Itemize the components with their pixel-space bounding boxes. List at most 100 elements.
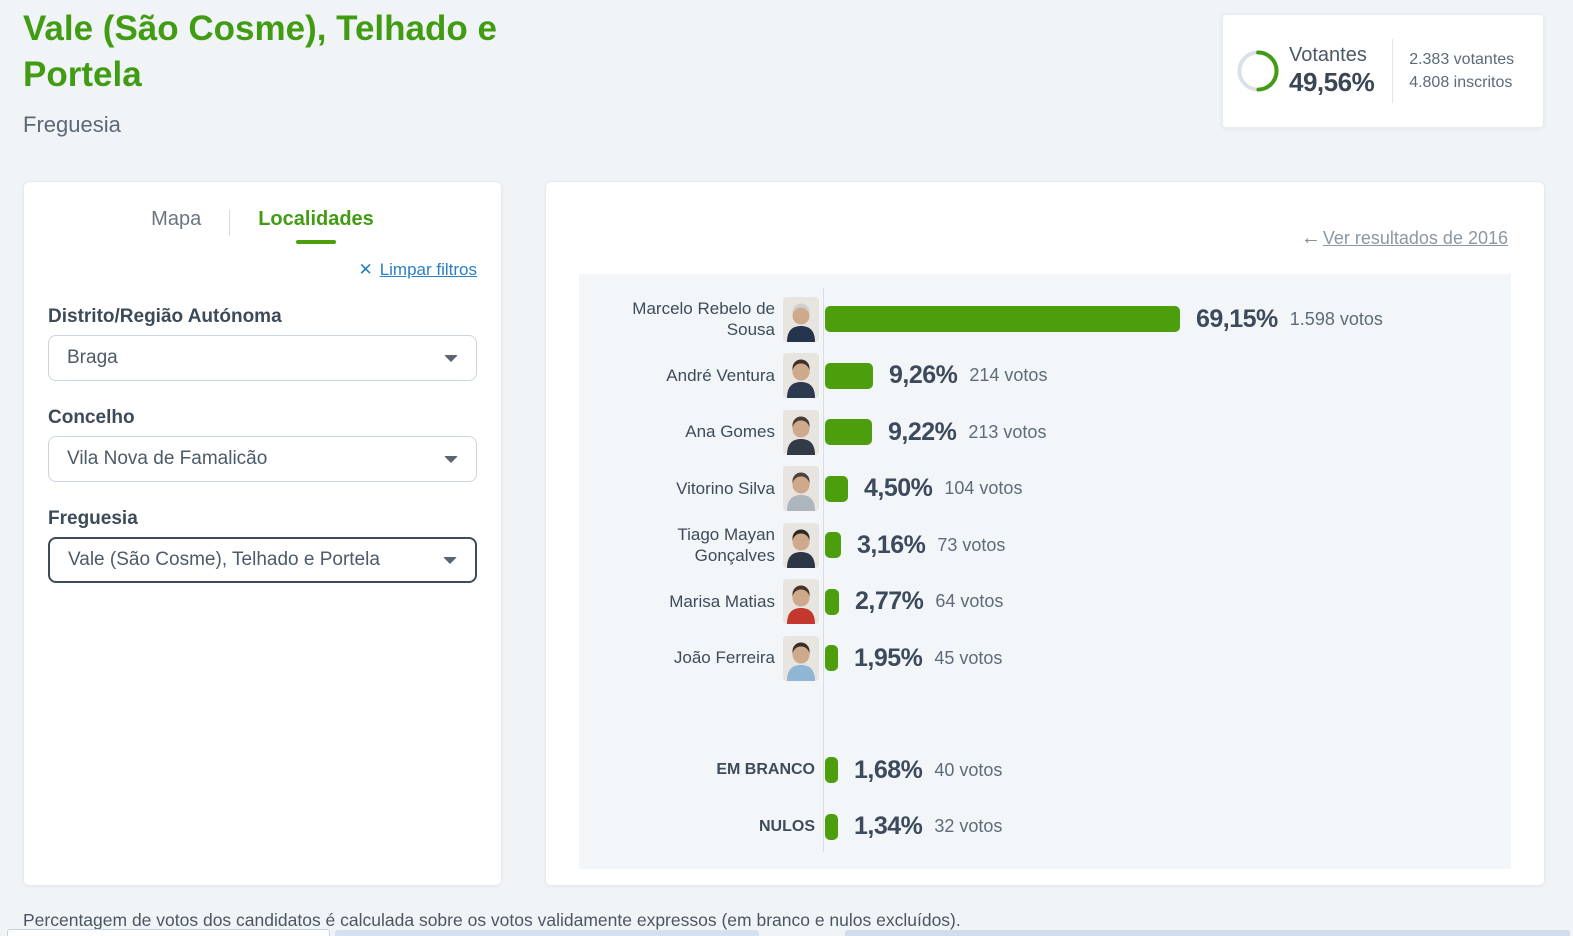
result-votes: 64 votos bbox=[935, 591, 1004, 611]
person-icon bbox=[783, 353, 819, 398]
results-panel: ← Ver resultados de 2016 Marcelo Rebelo d… bbox=[545, 181, 1545, 886]
turnout-registered: 4.808 inscritos bbox=[1409, 74, 1513, 91]
result-bar bbox=[825, 757, 838, 783]
candidate-row: Ana Gomes 9,22% 213 votos bbox=[579, 409, 1511, 455]
page-title: Vale (São Cosme), Telhado e Portela bbox=[23, 9, 497, 95]
field-freguesia: Freguesia Vale (São Cosme), Telhado e Po… bbox=[48, 508, 477, 583]
result-bar bbox=[825, 475, 848, 502]
results-bar-chart: Marcelo Rebelo de Sousa 69,15% 1.598 vot… bbox=[579, 274, 1511, 869]
result-bar bbox=[825, 645, 838, 671]
bottom-partial-table-header bbox=[845, 930, 1570, 936]
candidate-name: Tiago Mayan Gonçalves bbox=[677, 524, 775, 565]
tab-mapa[interactable]: Mapa bbox=[123, 208, 229, 231]
candidate-name: Vitorino Silva bbox=[676, 478, 775, 498]
result-percent: 2,77% bbox=[855, 587, 924, 615]
candidate-avatar bbox=[783, 579, 819, 624]
tab-localidades-label: Localidades bbox=[258, 208, 374, 230]
chevron-down-icon bbox=[444, 355, 458, 362]
freguesia-select[interactable]: Vale (São Cosme), Telhado e Portela bbox=[48, 537, 477, 583]
candidate-name: André Ventura bbox=[666, 365, 775, 385]
tabs-divider bbox=[229, 210, 231, 236]
result-bar bbox=[825, 813, 838, 840]
page-subtitle: Freguesia bbox=[23, 112, 121, 137]
candidate-avatar bbox=[783, 522, 819, 568]
field-distrito: Distrito/Região Autónoma Braga bbox=[48, 306, 477, 381]
candidate-name: Marisa Matias bbox=[669, 591, 775, 611]
clear-x-icon: ✕ bbox=[358, 260, 373, 279]
result-percent: 9,26% bbox=[889, 361, 958, 389]
clear-filters-label: Limpar filtros bbox=[379, 260, 477, 279]
result-votes: 104 votos bbox=[944, 478, 1023, 498]
distrito-select[interactable]: Braga bbox=[48, 335, 477, 381]
tab-localidades[interactable]: Localidades bbox=[230, 208, 402, 244]
person-icon bbox=[783, 409, 819, 455]
result-votes: 40 votos bbox=[934, 759, 1003, 780]
person-icon bbox=[783, 579, 819, 624]
field-concelho: Concelho Vila Nova de Famalicão bbox=[48, 407, 477, 482]
result-percent: 1,95% bbox=[854, 643, 923, 672]
freguesia-label: Freguesia bbox=[48, 508, 138, 529]
clear-filters-link[interactable]: ✕ Limpar filtros bbox=[48, 260, 477, 280]
chevron-down-icon bbox=[444, 456, 458, 463]
turnout-voters: 2.383 votantes bbox=[1409, 50, 1515, 68]
result-bar bbox=[825, 306, 1180, 332]
result-percent: 3,16% bbox=[857, 530, 926, 559]
active-tab-underline bbox=[296, 240, 336, 244]
chart-axis-line bbox=[823, 288, 824, 852]
turnout-label: Votantes bbox=[1289, 44, 1367, 66]
result-bar bbox=[825, 419, 872, 445]
footnote: Percentagem de votos dos candidatos é ca… bbox=[23, 910, 961, 930]
candidate-row: André Ventura 9,26% 214 votos bbox=[579, 353, 1511, 399]
person-icon bbox=[783, 635, 819, 681]
filters-panel: Mapa Localidades ✕ Limpar filtros Distrit… bbox=[23, 181, 502, 886]
result-votes: 45 votos bbox=[934, 647, 1003, 668]
result-percent: 1,68% bbox=[854, 755, 923, 784]
concelho-value: Vila Nova de Famalicão bbox=[67, 448, 268, 469]
chevron-down-icon bbox=[443, 557, 457, 564]
person-icon bbox=[783, 296, 819, 342]
result-percent: 9,22% bbox=[888, 417, 957, 446]
result-bar bbox=[825, 532, 841, 558]
result-bar bbox=[825, 362, 873, 389]
turnout-percent: 49,56% bbox=[1289, 67, 1375, 97]
candidate-row: João Ferreira 1,95% 45 votos bbox=[579, 635, 1511, 681]
candidate-name: Marcelo Rebelo de Sousa bbox=[632, 298, 775, 339]
tabs: Mapa Localidades bbox=[24, 208, 501, 244]
candidate-name: EM BRANCO bbox=[716, 761, 815, 778]
tab-mapa-label: Mapa bbox=[151, 208, 202, 230]
candidate-row: NULOS 1,34% 32 votos bbox=[579, 804, 1511, 850]
candidate-row: Vitorino Silva 4,50% 104 votos bbox=[579, 466, 1511, 512]
concelho-select[interactable]: Vila Nova de Famalicão bbox=[48, 436, 477, 482]
left-arrow-icon: ← bbox=[1300, 227, 1321, 249]
candidate-name: NULOS bbox=[759, 817, 815, 835]
result-votes: 213 votos bbox=[968, 421, 1047, 442]
candidate-row: Tiago Mayan Gonçalves 3,16% 73 votos bbox=[579, 522, 1511, 568]
candidate-avatar bbox=[783, 409, 819, 455]
result-votes: 214 votos bbox=[969, 365, 1048, 385]
person-icon bbox=[783, 522, 819, 568]
candidate-row: EM BRANCO 1,68% 40 votos bbox=[579, 747, 1511, 793]
distrito-value: Braga bbox=[67, 347, 118, 368]
person-icon bbox=[783, 466, 819, 511]
turnout-divider bbox=[1392, 39, 1394, 103]
concelho-label: Concelho bbox=[48, 407, 135, 428]
result-percent: 4,50% bbox=[864, 474, 933, 502]
result-percent: 1,34% bbox=[854, 812, 923, 840]
freguesia-value: Vale (São Cosme), Telhado e Portela bbox=[68, 549, 380, 570]
candidate-avatar bbox=[783, 466, 819, 511]
result-percent: 69,15% bbox=[1196, 304, 1278, 333]
candidate-row: Marisa Matias 2,77% 64 votos bbox=[579, 579, 1511, 625]
distrito-label: Distrito/Região Autónoma bbox=[48, 306, 282, 327]
results-2016-link[interactable]: ← Ver resultados de 2016 bbox=[1301, 227, 1508, 250]
candidate-name: Ana Gomes bbox=[685, 422, 775, 442]
bottom-partial-card bbox=[7, 929, 330, 936]
candidate-avatar bbox=[783, 635, 819, 681]
result-bar bbox=[825, 588, 839, 615]
result-votes: 32 votos bbox=[934, 816, 1003, 836]
candidate-avatar bbox=[783, 296, 819, 342]
turnout-card: Votantes 49,56% 2.383 votantes 4.808 ins… bbox=[1222, 14, 1544, 128]
candidate-avatar bbox=[783, 353, 819, 398]
result-votes: 73 votos bbox=[937, 534, 1006, 555]
bottom-partial-table-header bbox=[335, 930, 759, 936]
result-votes: 1.598 votos bbox=[1289, 308, 1383, 329]
